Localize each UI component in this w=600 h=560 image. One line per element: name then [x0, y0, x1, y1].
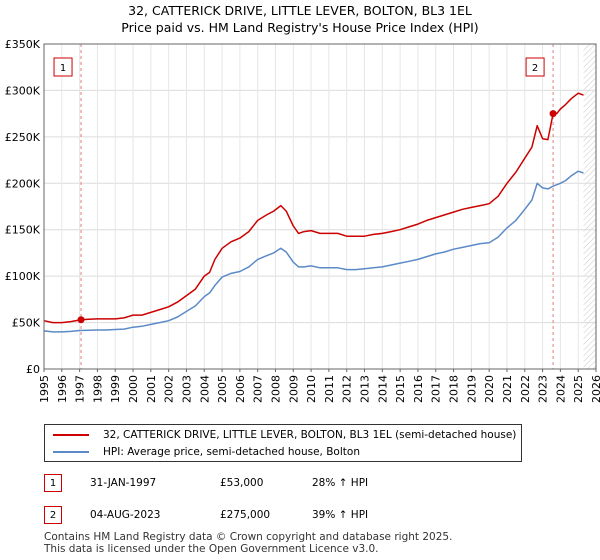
- x-tick-label: 2011: [323, 375, 336, 403]
- plot-frame: [43, 43, 597, 370]
- x-tick-label: 2004: [198, 375, 211, 403]
- legend-label-property: 32, CATTERICK DRIVE, LITTLE LEVER, BOLTO…: [103, 429, 517, 441]
- y-tick-label: £150K: [5, 224, 41, 237]
- x-tick-label: 2016: [412, 375, 425, 403]
- sale-marker-badge: 1: [44, 474, 62, 492]
- sale-price: £53,000: [220, 477, 264, 489]
- y-tick-label: £0: [26, 363, 40, 376]
- plot-area: [44, 44, 596, 369]
- hpi-series-line: [43, 170, 584, 333]
- legend: 32, CATTERICK DRIVE, LITTLE LEVER, BOLTO…: [44, 424, 522, 462]
- y-tick-label: £50K: [12, 317, 41, 330]
- sale-date: 04-AUG-2023: [90, 509, 161, 521]
- x-tick-label: 1998: [91, 375, 104, 403]
- footer-copyright: Contains HM Land Registry data © Crown c…: [44, 531, 453, 543]
- sale-hpi-change: 28% ↑ HPI: [312, 477, 369, 489]
- legend-item-property: 32, CATTERICK DRIVE, LITTLE LEVER, BOLTO…: [53, 427, 516, 443]
- x-tick-label: 2017: [430, 375, 443, 403]
- sale-point: [77, 316, 85, 324]
- x-tick-label: 2026: [590, 375, 600, 403]
- x-tick-label: 1997: [74, 375, 87, 403]
- x-tick-label: 1996: [56, 375, 69, 403]
- x-tick-label: 2000: [127, 375, 140, 403]
- x-tick-label: 2021: [501, 375, 514, 403]
- legend-swatch-hpi: [53, 451, 89, 453]
- x-tick-label: 2013: [359, 375, 372, 403]
- chart-title: 32, CATTERICK DRIVE, LITTLE LEVER, BOLTO…: [128, 3, 472, 18]
- y-tick-label: £300K: [5, 84, 41, 97]
- x-tick-label: 2025: [572, 375, 585, 403]
- sale-marker-box: [525, 57, 545, 77]
- x-tick-label: 2005: [216, 375, 229, 403]
- x-tick-label: 2002: [163, 375, 176, 403]
- chart-subtitle: Price paid vs. HM Land Registry's House …: [121, 20, 479, 35]
- y-tick-label: £200K: [5, 177, 41, 190]
- x-tick-label: 1999: [109, 375, 122, 403]
- projection-region: [583, 44, 596, 369]
- sale-marker-badge: 2: [44, 506, 62, 524]
- sale-price: £275,000: [220, 509, 271, 521]
- y-tick-label: £250K: [5, 131, 41, 144]
- x-tick-label: 2014: [376, 375, 389, 403]
- sale-date: 31-JAN-1997: [90, 477, 157, 489]
- x-tick-label: 2020: [483, 375, 496, 403]
- sale-marker-label: 2: [532, 63, 538, 74]
- legend-swatch-property: [53, 434, 89, 436]
- sale-marker-label: 1: [60, 63, 66, 74]
- x-tick-label: 2008: [269, 375, 282, 403]
- legend-item-hpi: HPI: Average price, semi-detached house,…: [53, 444, 360, 460]
- x-tick-label: 2007: [252, 375, 265, 403]
- x-tick-label: 2003: [180, 375, 193, 403]
- x-tick-label: 2023: [537, 375, 550, 403]
- x-tick-label: 2015: [394, 375, 407, 403]
- property-series-line: [43, 92, 584, 324]
- x-tick-label: 2019: [465, 375, 478, 403]
- footer-licence: This data is licensed under the Open Gov…: [44, 543, 379, 555]
- sale-marker-box: [53, 57, 73, 77]
- sale-point: [549, 110, 557, 118]
- x-tick-label: 2006: [234, 375, 247, 403]
- legend-label-hpi: HPI: Average price, semi-detached house,…: [103, 446, 360, 458]
- x-tick-label: 1995: [38, 375, 51, 403]
- x-tick-label: 2018: [448, 375, 461, 403]
- x-tick-label: 2012: [341, 375, 354, 403]
- sale-hpi-change: 39% ↑ HPI: [312, 509, 369, 521]
- y-tick-label: £100K: [5, 270, 41, 283]
- y-tick-label: £350K: [5, 38, 41, 51]
- x-tick-label: 2022: [519, 375, 532, 403]
- x-tick-label: 2024: [554, 375, 567, 403]
- x-tick-label: 2010: [305, 375, 318, 403]
- x-tick-label: 2001: [145, 375, 158, 403]
- x-tick-label: 2009: [287, 375, 300, 403]
- price-chart: 1 2 £0 £50K £100K £150K £200K £250K £300K £350K 19…: [5, 38, 600, 403]
